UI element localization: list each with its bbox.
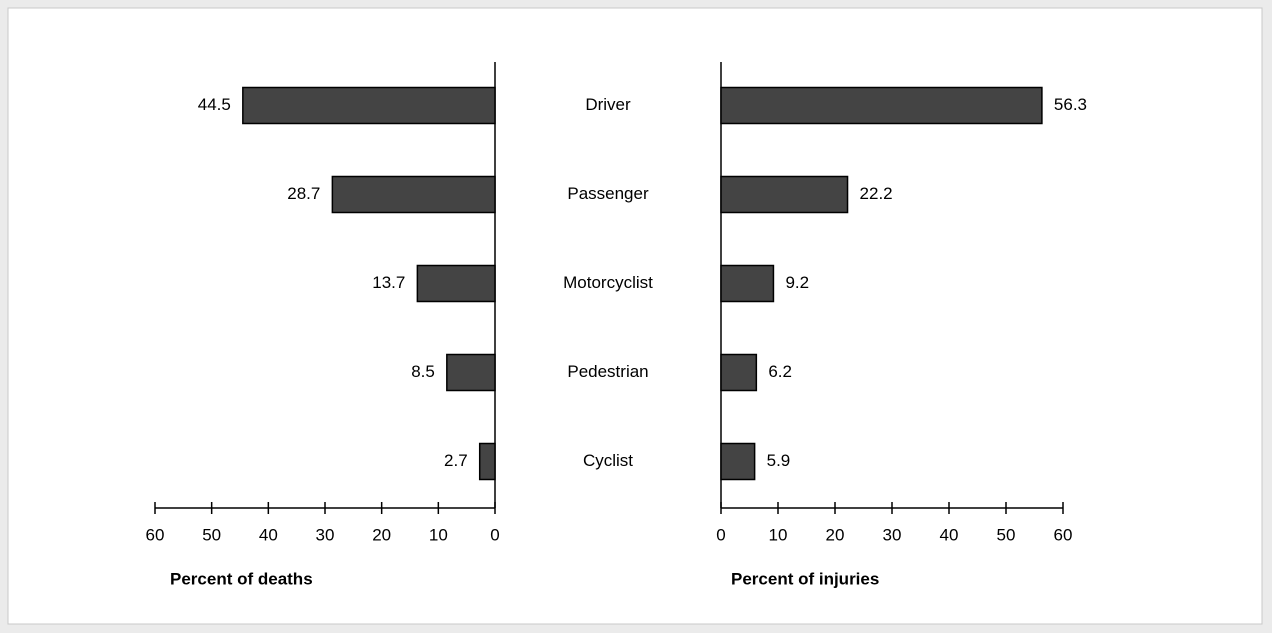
bar xyxy=(720,442,756,481)
x-tick-label: 30 xyxy=(883,525,902,544)
x-axis-title: Percent of deaths xyxy=(170,569,313,588)
x-tick-label: 20 xyxy=(372,525,391,544)
x-tick-label: 40 xyxy=(940,525,959,544)
category-label: Cyclist xyxy=(583,451,633,470)
x-tick-label: 10 xyxy=(769,525,788,544)
bar xyxy=(242,86,496,125)
category-label: Motorcyclist xyxy=(563,273,653,292)
bar xyxy=(720,175,849,214)
bar xyxy=(331,175,496,214)
bar xyxy=(720,86,1043,125)
value-label: 13.7 xyxy=(372,273,405,292)
x-tick-label: 60 xyxy=(1054,525,1073,544)
x-tick-label: 60 xyxy=(146,525,165,544)
category-label: Pedestrian xyxy=(567,362,648,381)
panel xyxy=(7,7,1263,625)
category-label: Driver xyxy=(585,95,631,114)
value-label: 5.9 xyxy=(767,451,791,470)
x-tick-label: 50 xyxy=(202,525,221,544)
value-label: 44.5 xyxy=(198,95,231,114)
bar xyxy=(416,264,496,303)
x-tick-label: 0 xyxy=(490,525,499,544)
x-tick-label: 30 xyxy=(316,525,335,544)
x-tick-label: 20 xyxy=(826,525,845,544)
value-label: 56.3 xyxy=(1054,95,1087,114)
x-tick-label: 50 xyxy=(997,525,1016,544)
bar xyxy=(446,353,496,392)
value-label: 28.7 xyxy=(287,184,320,203)
bar xyxy=(720,264,775,303)
x-axis-title: Percent of injuries xyxy=(731,569,879,588)
value-label: 22.2 xyxy=(860,184,893,203)
bar xyxy=(478,442,496,481)
x-tick-label: 0 xyxy=(716,525,725,544)
category-label: Passenger xyxy=(567,184,649,203)
x-tick-label: 40 xyxy=(259,525,278,544)
value-label: 2.7 xyxy=(444,451,468,470)
value-label: 8.5 xyxy=(411,362,435,381)
bar xyxy=(720,353,758,392)
value-label: 9.2 xyxy=(785,273,809,292)
value-label: 6.2 xyxy=(768,362,792,381)
x-tick-label: 10 xyxy=(429,525,448,544)
